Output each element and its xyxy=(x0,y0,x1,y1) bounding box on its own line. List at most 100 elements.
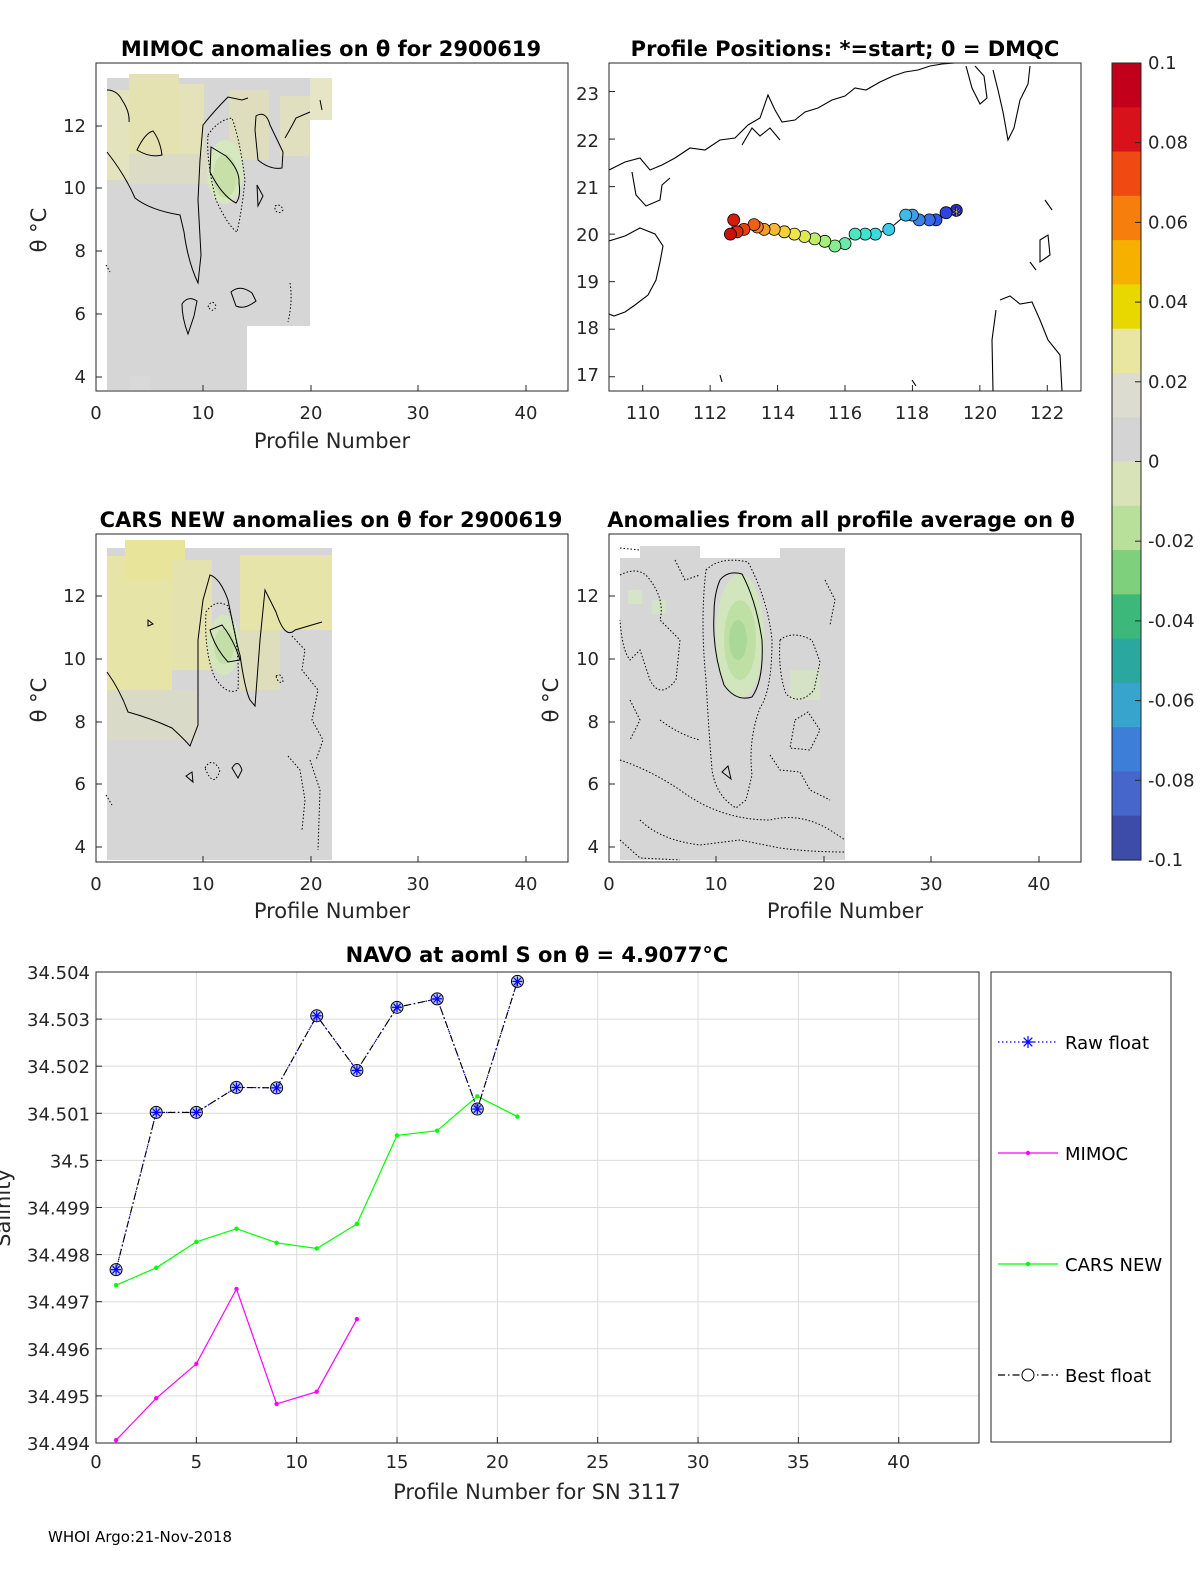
x-tick: 20 xyxy=(486,1452,509,1473)
legend-item: MIMOC xyxy=(998,1144,1128,1165)
data-point xyxy=(434,1128,440,1133)
y-tick: 6 xyxy=(588,774,599,795)
profile-position-marker xyxy=(848,227,862,241)
y-tick: 34.5 xyxy=(50,1151,90,1172)
raw-float-marker xyxy=(351,1065,362,1076)
colorbar-tick: -0.04 xyxy=(1148,611,1195,632)
profile-position-marker xyxy=(727,213,741,227)
x-tick: 0 xyxy=(90,1452,101,1473)
x-axis-label: Profile Number for SN 3117 xyxy=(393,1480,681,1504)
colorbar-tick: 0.1 xyxy=(1148,53,1177,74)
x-axis-label: Profile Number xyxy=(767,899,924,923)
lat-tick: 22 xyxy=(576,131,599,152)
data-point xyxy=(194,1361,199,1367)
raw-float-marker xyxy=(311,1010,322,1021)
data-point xyxy=(274,1401,279,1407)
allavg-axes: 0 10 20 30 40 4 6 8 10 12 Profile Number… xyxy=(539,586,1050,923)
allavg-panel: Anomalies from all profile average on θ xyxy=(539,508,1082,923)
x-tick: 40 xyxy=(887,1452,910,1473)
x-tick: 35 xyxy=(787,1452,810,1473)
raw-float-marker xyxy=(231,1082,242,1093)
mimoc-title: MIMOC anomalies on θ for 2900619 xyxy=(121,37,541,61)
x-tick: 15 xyxy=(386,1452,409,1473)
colorbar-segment xyxy=(1112,594,1141,640)
data-point xyxy=(274,1240,279,1246)
data-point xyxy=(154,1396,159,1401)
data-point xyxy=(113,1283,119,1288)
y-tick: 12 xyxy=(63,116,86,137)
colorbar-segment xyxy=(1112,107,1141,153)
profile-position-marker xyxy=(724,227,737,241)
lon-tick: 110 xyxy=(626,403,660,424)
y-tick: 34.494 xyxy=(27,1434,90,1455)
data-point xyxy=(314,1389,319,1394)
x-tick: 20 xyxy=(813,874,836,895)
allavg-heatmap xyxy=(619,546,846,861)
raw-float-marker xyxy=(472,1104,483,1115)
colorbar-segment xyxy=(1112,417,1141,463)
raw-float-marker xyxy=(512,976,523,987)
y-tick: 6 xyxy=(75,304,86,325)
x-tick: 10 xyxy=(285,1452,308,1473)
x-tick: 30 xyxy=(920,874,943,895)
mimoc-panel: MIMOC anomalies on θ for 2900619 xyxy=(27,37,569,453)
y-tick: 34.502 xyxy=(27,1057,90,1078)
cars-title: CARS NEW anomalies on θ for 2900619 xyxy=(100,508,563,532)
data-point xyxy=(234,1286,239,1292)
y-tick: 10 xyxy=(576,649,599,670)
colorbar-tick: 0.08 xyxy=(1148,133,1188,154)
lon-tick: 120 xyxy=(963,403,997,424)
coastline-map: * xyxy=(609,63,1063,391)
x-tick: 5 xyxy=(191,1452,202,1473)
x-tick: 25 xyxy=(586,1452,609,1473)
x-tick: 40 xyxy=(515,403,538,424)
positions-panel: Profile Positions: *=start; 0 = DMQC xyxy=(576,37,1082,424)
x-tick: 20 xyxy=(300,403,323,424)
footer-credit: WHOI Argo:21-Nov-2018 xyxy=(48,1528,232,1546)
lat-tick: 20 xyxy=(576,225,599,246)
colorbar-segment xyxy=(1112,240,1141,285)
lon-tick: 122 xyxy=(1030,403,1064,424)
raw-float-marker xyxy=(111,1264,122,1275)
lat-tick: 19 xyxy=(576,272,599,293)
colorbar-segment xyxy=(1112,682,1141,728)
colorbar-segment xyxy=(1112,771,1141,817)
data-point xyxy=(354,1316,360,1322)
legend-label: Best float xyxy=(1065,1366,1151,1387)
y-axis-label: θ °C xyxy=(27,208,51,253)
raw-float-marker xyxy=(392,1002,403,1013)
lat-tick: 21 xyxy=(576,178,599,199)
colorbar-segment xyxy=(1112,195,1141,241)
lon-tick: 114 xyxy=(761,403,795,424)
y-tick: 10 xyxy=(63,178,86,199)
allavg-title: Anomalies from all profile average on θ xyxy=(607,508,1075,532)
y-tick: 34.503 xyxy=(27,1010,90,1031)
lon-tick: 118 xyxy=(895,403,929,424)
profile-position-marker xyxy=(939,206,953,220)
legend: Raw float MIMOC CARS NEW Best float xyxy=(990,971,1172,1443)
colorbar: 0.1 0.08 0.06 0.04 0.02 0 -0.02 -0.04 -0.06 -0.08… xyxy=(1111,53,1195,871)
y-tick: 12 xyxy=(576,586,599,607)
x-tick: 10 xyxy=(192,874,215,895)
salinity-title: NAVO at aoml S on θ = 4.9077°C xyxy=(346,943,729,967)
colorbar-segment xyxy=(1112,505,1141,551)
x-tick: 0 xyxy=(603,874,614,895)
data-point xyxy=(154,1265,159,1270)
salinity-panel: NAVO at aoml S on θ = 4.9077°C 0 5 10 15 20 2… xyxy=(0,943,1172,1504)
colorbar-segment xyxy=(1112,284,1141,330)
series-line-best-float xyxy=(115,981,518,1270)
lon-tick: 116 xyxy=(828,403,862,424)
x-tick: 40 xyxy=(1028,874,1051,895)
y-tick: 34.497 xyxy=(27,1293,90,1314)
y-tick: 34.498 xyxy=(27,1246,90,1267)
data-point xyxy=(354,1221,360,1227)
legend-label: CARS NEW xyxy=(1065,1255,1162,1276)
colorbar-segment xyxy=(1112,328,1141,374)
x-tick: 20 xyxy=(300,874,323,895)
y-tick: 4 xyxy=(75,367,86,388)
float-track: * xyxy=(724,203,963,253)
legend-label: MIMOC xyxy=(1065,1144,1128,1165)
x-axis-label: Profile Number xyxy=(254,899,411,923)
lat-tick: 18 xyxy=(576,318,599,339)
y-tick: 12 xyxy=(63,586,86,607)
